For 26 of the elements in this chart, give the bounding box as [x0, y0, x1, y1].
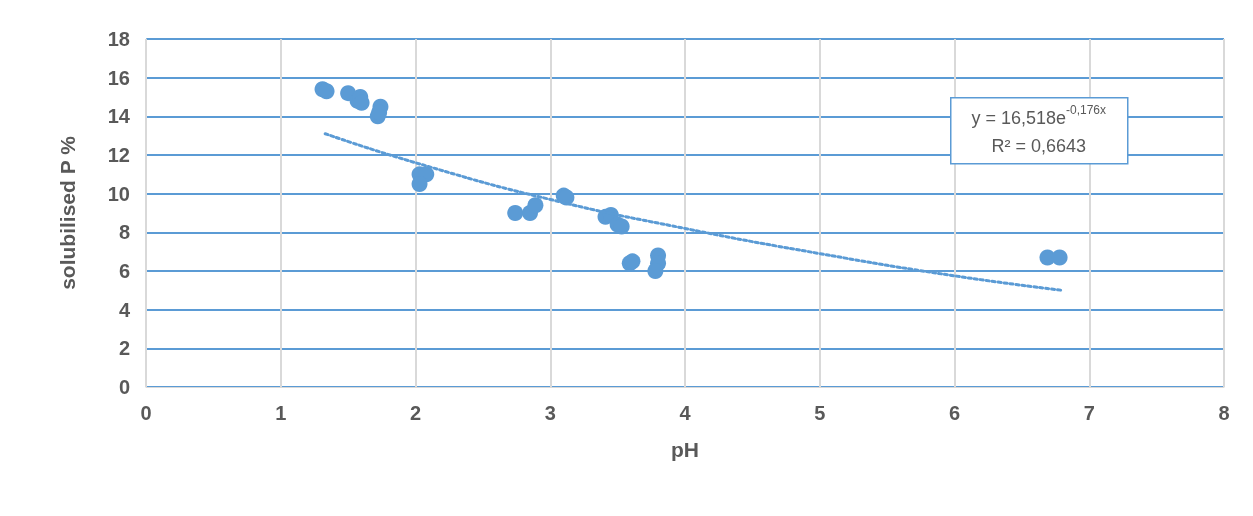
x-tick-label: 5	[814, 402, 826, 424]
y-tick-label: 4	[118, 298, 131, 321]
y-tick-label: 14	[107, 105, 131, 128]
x-tick-label: 2	[409, 402, 422, 424]
y-tick-label: 16	[107, 66, 130, 89]
y-tick-label: 2	[118, 337, 130, 360]
point	[527, 197, 544, 214]
y-tick-label: 6	[118, 260, 130, 282]
x-axis-title: pH	[671, 438, 699, 461]
y-tick-label: 10	[107, 182, 130, 205]
y-tick-label: 8	[118, 221, 130, 244]
x-tick-label: 7	[1083, 402, 1095, 424]
x-tick-label: 8	[1218, 402, 1230, 424]
x-tick-label: 0	[140, 402, 152, 424]
x-tick-label: 6	[948, 402, 961, 424]
y-tick-label: 0	[118, 376, 130, 398]
annotation: R² = 0,6643	[991, 135, 1087, 156]
point	[507, 205, 524, 221]
point	[1051, 249, 1068, 266]
point	[647, 263, 664, 279]
x-tick-label: 4	[679, 402, 692, 424]
y-tick-label: 18	[107, 28, 130, 50]
x-tick-label: 3	[544, 402, 556, 424]
y-axis-title: solubilised P %	[56, 135, 79, 290]
y-tick-label: 12	[107, 144, 130, 166]
x-tick-label: 1	[275, 402, 287, 424]
